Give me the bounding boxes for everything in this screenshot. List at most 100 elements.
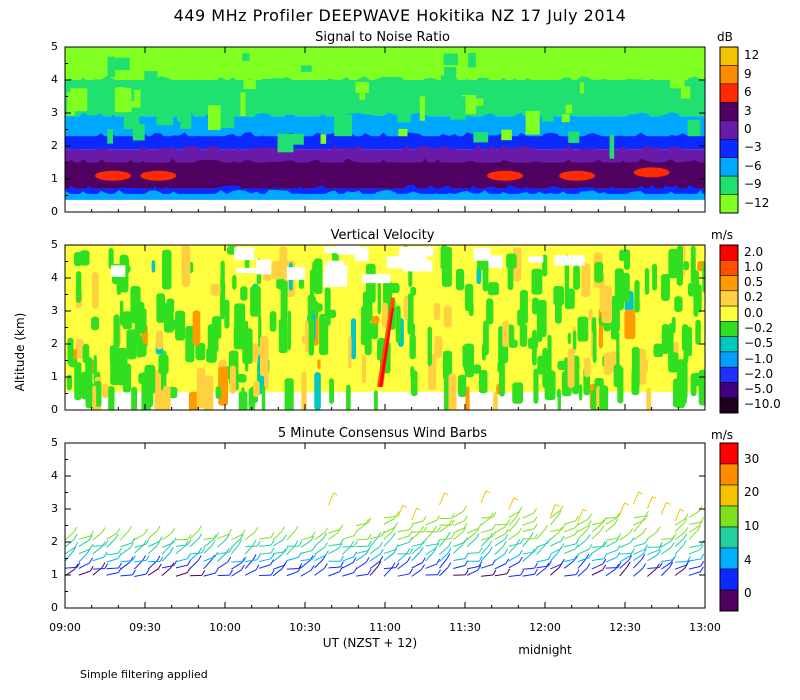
wind-barb-flag <box>421 564 425 570</box>
wind-barb-flag <box>324 542 328 548</box>
wind-barb <box>466 569 479 576</box>
vv-cell <box>690 373 697 397</box>
wind-barb <box>425 530 434 541</box>
wind-barb <box>134 559 147 563</box>
wind-barb <box>494 573 507 577</box>
wind-barb <box>203 537 216 540</box>
wind-barb <box>522 553 533 562</box>
wind-barbs <box>65 490 705 578</box>
wind-barb-flag <box>683 533 688 539</box>
wind-barb-flag <box>628 555 633 561</box>
vv-cell <box>506 253 517 269</box>
wind-barb <box>480 490 487 504</box>
wind-barb <box>369 546 381 555</box>
snr-colorbar-label: 0 <box>744 122 752 136</box>
wind-barb-flag <box>478 555 483 562</box>
wind-barb-flag <box>666 501 671 505</box>
snr-patch <box>681 86 691 99</box>
vv-cell <box>557 360 567 371</box>
wind-barb-flag <box>406 556 411 562</box>
wind-barb-flag <box>504 534 509 540</box>
snr-patch <box>593 83 609 99</box>
vv-cell <box>317 359 321 370</box>
wind-colorbar-label: 30 <box>744 451 760 466</box>
wind-barb <box>425 519 437 526</box>
wind-barb-flag <box>144 528 149 535</box>
snr-patch <box>301 65 312 72</box>
wind-barb <box>217 561 228 570</box>
wind-barb-flag <box>157 563 162 570</box>
wind-colorbar-swatch <box>719 547 739 570</box>
vv-cell <box>253 380 260 398</box>
vv-cell <box>244 343 249 372</box>
wind-barb <box>674 564 687 570</box>
wind-barb-flag <box>446 553 451 560</box>
wind-barb <box>536 529 545 540</box>
vv-cell <box>73 251 82 267</box>
vv-cell <box>519 323 528 347</box>
wind-barb-flag <box>436 558 441 565</box>
wind-barb-flag <box>340 555 344 562</box>
wind-barb <box>203 539 214 548</box>
wind-barb-flag <box>435 542 440 549</box>
wind-barb <box>300 549 313 555</box>
snr-patch <box>443 53 458 66</box>
wind-barb <box>536 542 548 548</box>
vv-cell <box>218 366 229 406</box>
wind-barb <box>397 505 404 518</box>
wind-barb <box>619 502 626 516</box>
wind-barb <box>549 551 559 562</box>
vv-colorbar-label: −1.0 <box>744 351 774 366</box>
y-tick-label: 2 <box>51 139 58 152</box>
wind-barb-flag <box>312 553 317 560</box>
wind-barb <box>106 567 119 570</box>
wind-barb-flag <box>641 554 646 560</box>
wind-barb <box>536 558 549 563</box>
wind-barb <box>605 568 616 577</box>
wind-barb <box>175 564 188 569</box>
wind-barb <box>619 555 631 563</box>
wind-colorbar-swatch <box>719 568 739 591</box>
snr-patch <box>94 89 107 102</box>
wind-barb <box>78 562 90 569</box>
vv-cell <box>557 388 561 410</box>
wind-barb <box>217 538 227 548</box>
wind-barb <box>411 520 424 525</box>
wind-barb <box>272 531 282 541</box>
vv-cell <box>126 329 137 360</box>
snr-unit: dB <box>717 30 733 44</box>
wind-barb-flag <box>463 515 468 522</box>
wind-barb <box>480 517 491 526</box>
wind-barb <box>106 552 119 556</box>
wind-barb <box>674 531 686 540</box>
vv-gap <box>398 246 434 257</box>
wind-barb-flag <box>422 515 427 522</box>
snr-colorbar-swatch <box>719 138 739 158</box>
vv-cell <box>181 245 191 287</box>
wind-barb-flag <box>586 533 591 540</box>
wind-barb <box>577 509 584 522</box>
wind-barb <box>65 566 78 569</box>
vv-cell <box>547 334 552 374</box>
wind-barb-flag <box>391 562 396 568</box>
wind-barb-flag <box>447 562 452 568</box>
wind-barb <box>425 563 437 569</box>
wind-barb <box>550 510 561 519</box>
wind-barb-flag <box>270 539 275 546</box>
snr-patch <box>428 82 443 108</box>
wind-barb-flag <box>145 568 150 575</box>
vv-cell <box>443 305 452 328</box>
wind-barb <box>564 548 576 554</box>
wind-barb-flag <box>492 569 497 576</box>
wind-barb <box>383 567 396 570</box>
wind-colorbar-frame <box>719 442 739 612</box>
wind-barb <box>272 568 283 577</box>
vv-panel-title: Vertical Velocity <box>330 228 435 243</box>
wind-barb <box>550 531 560 541</box>
snr-patch <box>419 96 425 121</box>
wind-barb <box>674 518 686 526</box>
wind-barb-flag <box>643 514 648 521</box>
wind-barb <box>550 567 560 576</box>
wind-barb-flag <box>560 543 565 549</box>
wind-barb-flag <box>700 540 705 546</box>
